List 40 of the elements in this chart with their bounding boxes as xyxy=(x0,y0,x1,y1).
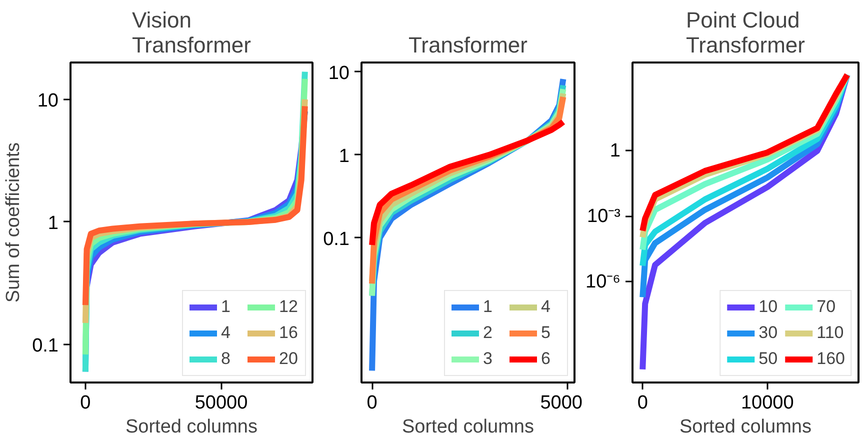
legend-label: 20 xyxy=(279,349,299,369)
legend-label: 110 xyxy=(816,323,844,343)
legend-label: 4 xyxy=(541,297,552,317)
legend-label: 5 xyxy=(541,323,552,343)
legend-label: 6 xyxy=(541,349,552,369)
chart-title: Vision Transformer xyxy=(132,8,251,58)
legend-label: 4 xyxy=(221,323,232,343)
x-axis-title: Sorted columns xyxy=(402,416,534,438)
legend-label: 30 xyxy=(758,323,779,343)
x-tick-label: 0 xyxy=(80,392,91,414)
y-tick-label: 1 xyxy=(610,140,621,162)
legend-label: 8 xyxy=(221,349,232,369)
y-tick-label: 0.1 xyxy=(32,336,59,357)
legend-label: 12 xyxy=(279,297,299,317)
legend-label: 10 xyxy=(758,297,779,317)
y-tick-label: 0.1 xyxy=(323,228,350,250)
legend-label: 16 xyxy=(279,323,299,343)
chart-title: Point Cloud Transformer xyxy=(686,8,805,58)
y-tick-label: 10 xyxy=(37,90,59,112)
y-axis-title: Sum of coefficients xyxy=(3,142,24,303)
legend-label: 2 xyxy=(483,323,494,343)
x-tick-label: 0 xyxy=(637,392,648,414)
x-axis-title: Sorted columns xyxy=(679,416,812,438)
x-axis-title: Sorted columns xyxy=(125,416,258,438)
y-tick-label: 10 xyxy=(328,62,350,84)
chart-title: Transformer xyxy=(408,32,528,58)
legend-label: 1 xyxy=(483,297,494,317)
legend-label: 3 xyxy=(483,349,494,369)
legend-label: 160 xyxy=(816,349,845,369)
x-tick-label: 0 xyxy=(366,392,378,414)
x-tick-label: 5000 xyxy=(540,392,583,414)
legend-label: 50 xyxy=(758,349,779,369)
y-tick-label: 1 xyxy=(338,146,350,167)
y-tick-label: 10⁻³ xyxy=(587,206,621,227)
x-tick-label: 10000 xyxy=(740,392,794,414)
y-tick-label: 1 xyxy=(48,212,59,234)
legend-label: 1 xyxy=(221,297,232,317)
y-tick-label: 10⁻⁶ xyxy=(586,271,621,292)
x-tick-label: 50000 xyxy=(194,392,248,414)
legend-label: 70 xyxy=(816,297,837,317)
